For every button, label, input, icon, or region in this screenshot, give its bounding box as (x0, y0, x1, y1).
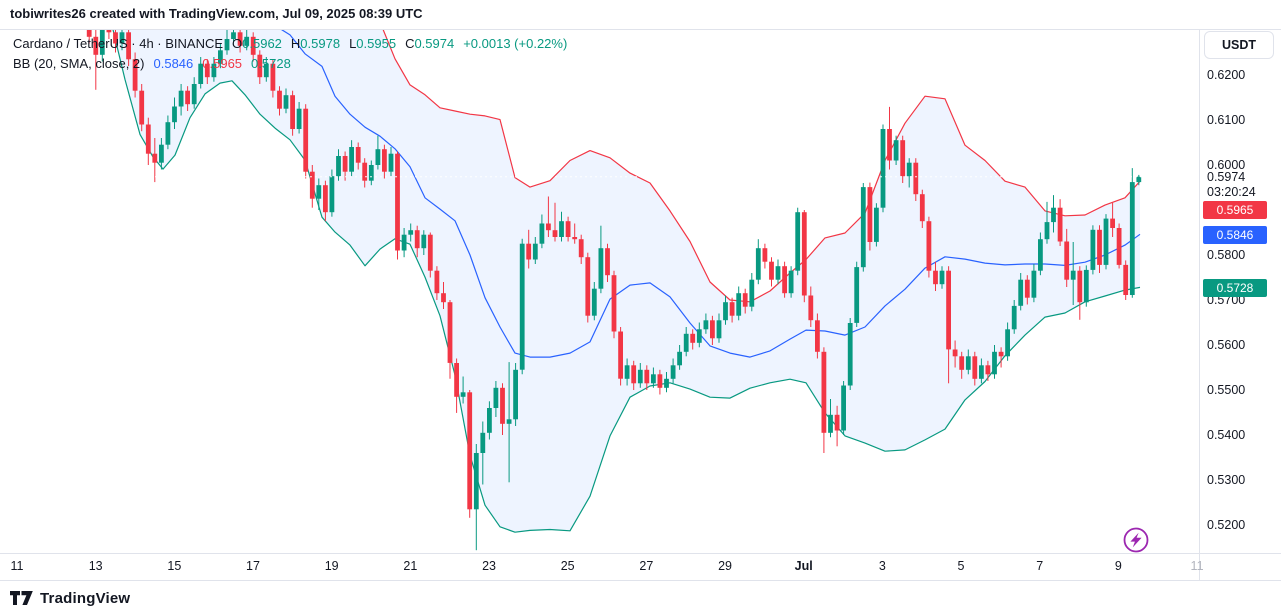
time-axis-label: 25 (560, 559, 575, 573)
price-axis-label: 0.5300 (1207, 473, 1246, 487)
price-axis-label: 0.5600 (1207, 338, 1246, 352)
current-price-label: 0.5974 (1207, 170, 1246, 184)
bar-countdown: 03:20:24 (1207, 185, 1256, 199)
price-axis-label: 0.5800 (1207, 248, 1246, 262)
ohlc-label: L (349, 36, 357, 51)
time-axis-label: 15 (167, 559, 182, 573)
time-axis-label: 17 (246, 559, 260, 573)
lightning-icon (1130, 532, 1142, 548)
band-price-badge: 0.5846 (1203, 226, 1267, 244)
legend-indicator-row[interactable]: BB (20, SMA, close, 2) 0.5846 0.5965 0.5728 (13, 54, 567, 74)
time-axis-divider (0, 553, 1281, 554)
legend-symbol-row[interactable]: Cardano / TetherUS · 4h · BINANCE O0.5962… (13, 34, 567, 54)
tradingview-brand-text: TradingView (40, 590, 131, 607)
time-axis-label: 11 (10, 559, 24, 573)
bb-value: 0.5728 (251, 56, 291, 71)
ohlc-label: H (290, 36, 301, 51)
boost-circle (1123, 527, 1149, 553)
ohlc-label: O (232, 36, 243, 51)
tradingview-footer[interactable]: TradingView (10, 590, 130, 607)
time-axis-label: 7 (1036, 559, 1044, 573)
ohlc-value: 0.5974 (414, 36, 455, 51)
band-price-badge: 0.5965 (1203, 201, 1267, 219)
ohlc-values: O0.5962 H0.5978 L0.5955 C0.5974 (223, 36, 454, 51)
symbol-title: Cardano / TetherUS · 4h · BINANCE (13, 36, 224, 51)
chart-legend: Cardano / TetherUS · 4h · BINANCE O0.5962… (13, 34, 567, 74)
footer-divider (0, 580, 1281, 581)
ohlc-value: 0.5955 (356, 36, 397, 51)
candlestick-chart[interactable] (0, 0, 1199, 616)
price-axis-label: 0.6100 (1207, 113, 1246, 127)
time-axis-label: 21 (403, 559, 418, 573)
time-axis-label: 29 (718, 559, 732, 573)
attribution-text: tobiwrites26 created with TradingView.co… (10, 6, 423, 21)
price-axis-label: 0.5200 (1207, 518, 1246, 532)
price-axis-label: 0.6200 (1207, 68, 1246, 82)
boost-lightning-button[interactable] (1122, 526, 1150, 554)
ohlc-label: C (405, 36, 415, 51)
ohlc-value: 0.5978 (300, 36, 341, 51)
currency-toggle-button[interactable]: USDT (1204, 31, 1274, 59)
tradingview-logo-icon (10, 591, 33, 605)
time-axis-label: 9 (1114, 559, 1122, 573)
indicator-values: 0.5846 0.5965 0.5728 (145, 56, 291, 71)
time-axis-label: 5 (957, 559, 965, 573)
bb-value: 0.5965 (202, 56, 243, 71)
time-axis-label: 27 (639, 559, 654, 573)
header-divider (0, 29, 1281, 30)
band-price-badge: 0.5728 (1203, 279, 1267, 297)
time-axis-label: 23 (482, 559, 496, 573)
price-axis-label: 0.5500 (1207, 383, 1246, 397)
time-axis-label: 3 (878, 559, 886, 573)
ohlc-value: 0.5962 (242, 36, 282, 51)
bb-value: 0.5846 (153, 56, 194, 71)
price-axis-label: 0.5400 (1207, 428, 1246, 442)
price-axis-divider (1199, 29, 1200, 580)
time-axis-label: Jul (794, 559, 813, 573)
price-change: +0.0013 (+0.22%) (463, 36, 568, 51)
price-axis-label: 0.6000 (1207, 158, 1246, 172)
time-axis-label: 19 (324, 559, 339, 573)
time-axis-label: 11 (1190, 559, 1204, 573)
indicator-title: BB (20, SMA, close, 2) (13, 56, 145, 71)
time-axis-label: 13 (88, 559, 103, 573)
